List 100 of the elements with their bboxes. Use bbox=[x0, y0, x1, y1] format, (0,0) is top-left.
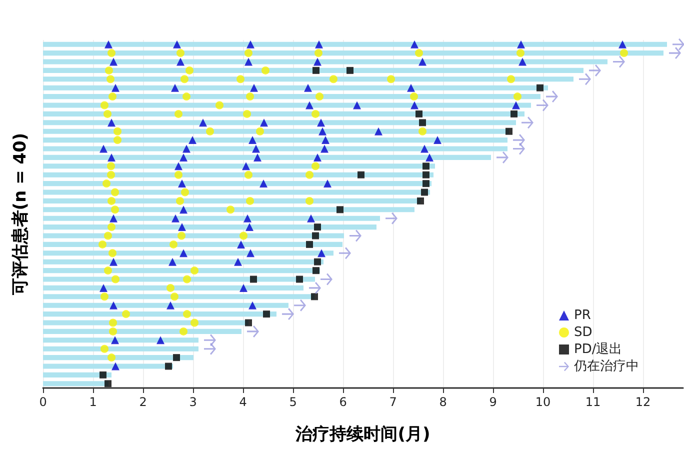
point bbox=[320, 273, 332, 286]
point bbox=[244, 170, 252, 179]
point bbox=[108, 118, 116, 127]
bar bbox=[43, 190, 430, 195]
point bbox=[536, 99, 548, 112]
point bbox=[339, 247, 351, 260]
point bbox=[517, 40, 525, 48]
point bbox=[244, 58, 252, 66]
bar bbox=[43, 285, 304, 290]
bar bbox=[43, 50, 664, 56]
point bbox=[110, 58, 118, 66]
point bbox=[114, 127, 122, 136]
point bbox=[180, 153, 188, 162]
point bbox=[242, 162, 250, 170]
point bbox=[311, 293, 318, 300]
point bbox=[246, 196, 254, 205]
x-tick-label: 0 bbox=[39, 395, 47, 409]
point bbox=[250, 84, 258, 92]
point bbox=[190, 318, 198, 327]
point bbox=[180, 249, 188, 258]
point bbox=[180, 327, 188, 336]
point bbox=[422, 171, 430, 178]
point bbox=[183, 275, 191, 284]
bar bbox=[43, 138, 508, 143]
point bbox=[246, 40, 254, 48]
point bbox=[98, 240, 106, 248]
point bbox=[618, 40, 626, 48]
point bbox=[109, 318, 117, 327]
bar bbox=[43, 268, 320, 274]
point bbox=[206, 127, 214, 136]
point bbox=[111, 188, 119, 196]
point bbox=[178, 232, 186, 240]
point bbox=[350, 230, 362, 242]
point bbox=[514, 92, 522, 101]
point bbox=[536, 84, 544, 92]
x-tick-label: 1 bbox=[89, 395, 97, 409]
point bbox=[346, 66, 354, 74]
bar bbox=[43, 276, 315, 282]
point bbox=[260, 180, 268, 188]
point bbox=[248, 301, 256, 310]
point bbox=[100, 101, 108, 110]
point bbox=[307, 214, 315, 222]
point bbox=[546, 90, 558, 103]
point bbox=[100, 144, 108, 153]
point bbox=[104, 380, 112, 388]
bar bbox=[43, 224, 376, 230]
point bbox=[111, 206, 119, 214]
point bbox=[156, 336, 164, 344]
point bbox=[314, 224, 321, 231]
bar bbox=[43, 111, 524, 116]
point bbox=[100, 344, 108, 353]
point bbox=[418, 127, 426, 136]
point bbox=[244, 49, 252, 58]
point bbox=[317, 118, 325, 127]
point bbox=[419, 119, 426, 126]
legend-label: PD/退出 bbox=[574, 342, 622, 357]
point bbox=[506, 128, 512, 135]
x-tick-label: 8 bbox=[439, 395, 447, 409]
point bbox=[104, 232, 112, 240]
bar bbox=[43, 242, 342, 247]
point bbox=[422, 180, 430, 188]
x-tick-label: 3 bbox=[189, 395, 197, 409]
point bbox=[166, 284, 174, 292]
x-axis-title: 治疗持续时间(月) bbox=[294, 424, 430, 444]
point bbox=[174, 110, 182, 118]
point bbox=[171, 84, 179, 92]
x-tick-label: 12 bbox=[635, 395, 651, 409]
point bbox=[178, 180, 186, 188]
point bbox=[110, 214, 118, 222]
point bbox=[312, 162, 320, 170]
point bbox=[410, 101, 418, 110]
x-tick-label: 4 bbox=[239, 395, 247, 409]
point bbox=[108, 196, 116, 205]
bar bbox=[43, 85, 548, 90]
point bbox=[112, 362, 120, 370]
point bbox=[109, 327, 117, 336]
point bbox=[282, 308, 294, 320]
point bbox=[358, 171, 364, 178]
point bbox=[318, 127, 326, 136]
point bbox=[512, 101, 520, 110]
x-tick-label: 7 bbox=[389, 395, 397, 409]
point bbox=[314, 49, 322, 58]
point bbox=[183, 310, 191, 318]
point bbox=[496, 151, 508, 164]
point bbox=[182, 144, 190, 153]
point bbox=[112, 275, 120, 284]
bar bbox=[43, 120, 516, 126]
point bbox=[254, 153, 262, 162]
point bbox=[244, 214, 252, 222]
point bbox=[104, 266, 112, 275]
point bbox=[316, 92, 324, 101]
point bbox=[168, 258, 176, 266]
bar bbox=[43, 59, 608, 64]
bar bbox=[43, 312, 276, 317]
point bbox=[386, 212, 398, 224]
point bbox=[181, 188, 189, 196]
bar bbox=[43, 216, 380, 221]
legend-label: PR bbox=[574, 308, 591, 323]
point bbox=[108, 249, 116, 258]
point bbox=[421, 188, 428, 196]
